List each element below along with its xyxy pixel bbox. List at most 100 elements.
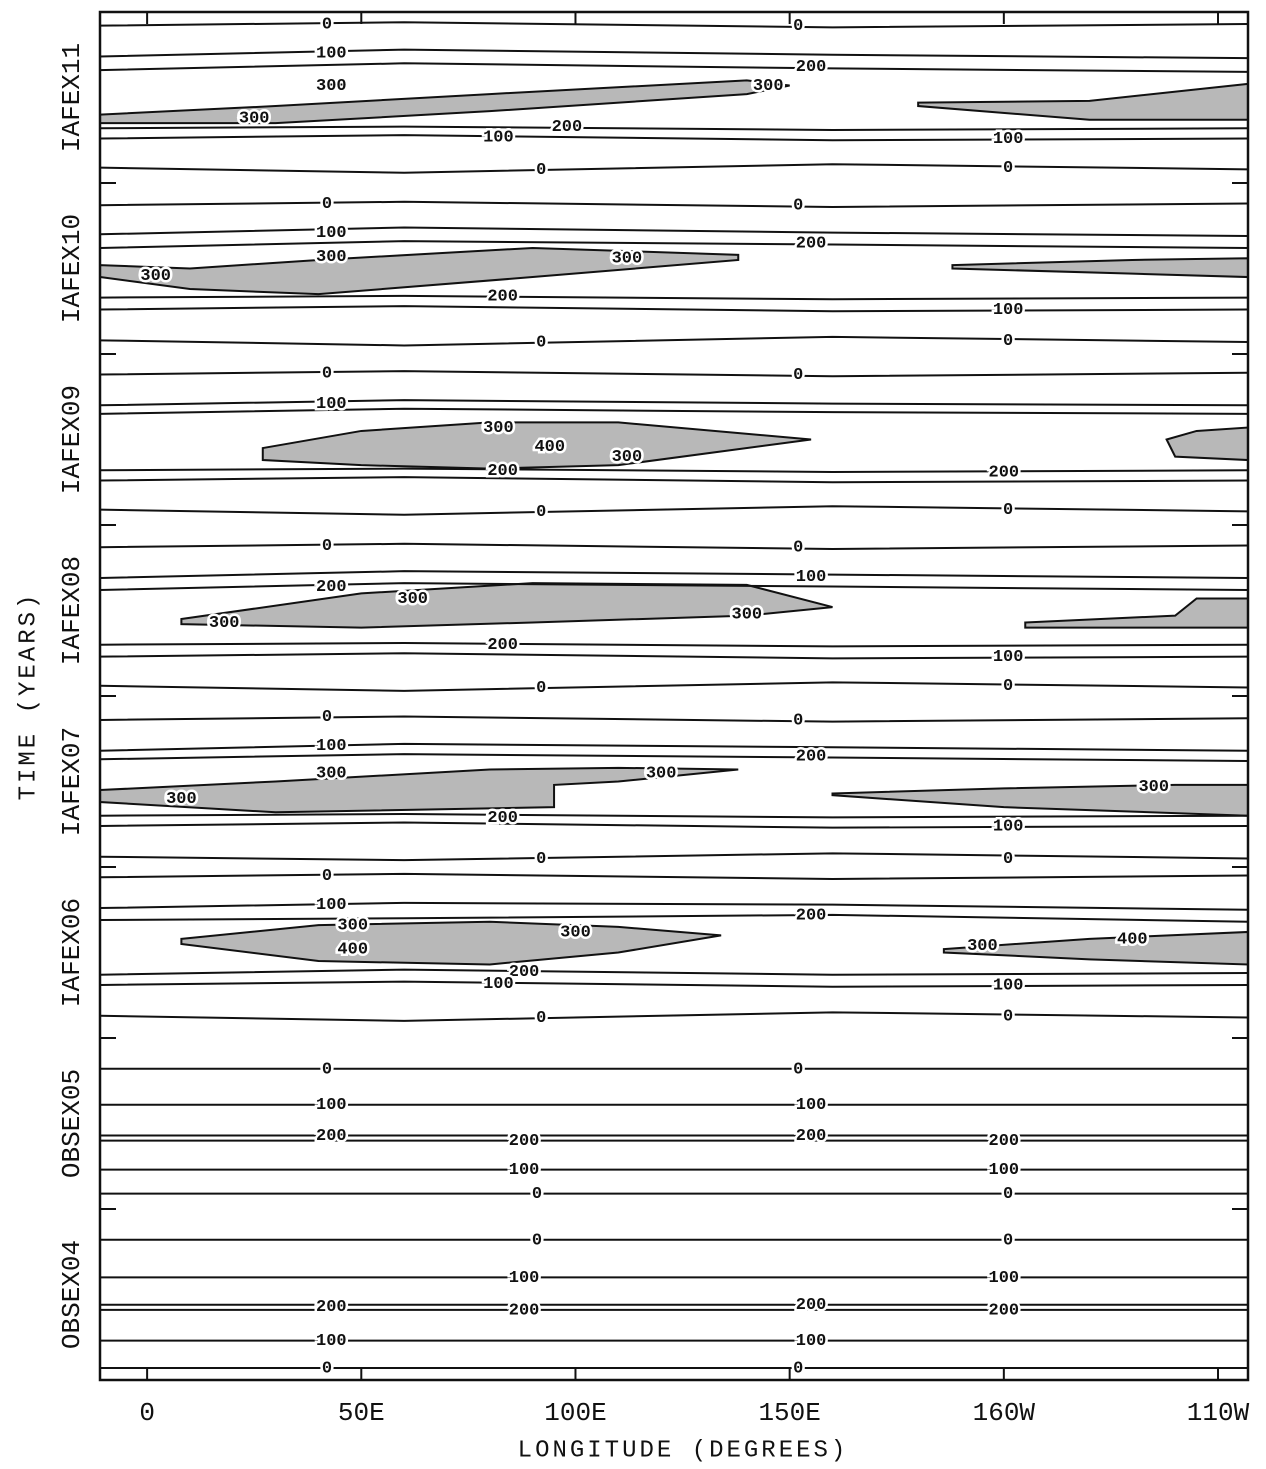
contour-label: 0 <box>793 711 803 730</box>
contour-label: 200 <box>796 58 827 77</box>
contour-line <box>99 134 1249 142</box>
contour-label: 0 <box>1003 159 1013 178</box>
contour-label: 200 <box>316 1127 347 1146</box>
contour-label: 100 <box>316 395 347 414</box>
contour-label: 0 <box>1003 677 1013 696</box>
contour-label: 0 <box>532 1185 542 1204</box>
contour-label: 300 <box>646 764 677 783</box>
contour-label: 200 <box>989 1301 1020 1320</box>
y-category-label: IAFEX07 <box>57 727 87 836</box>
contour-label: 100 <box>483 128 514 147</box>
contour-label: 400 <box>1117 930 1148 949</box>
y-category-label: IAFEX09 <box>57 385 87 494</box>
contour-label: 200 <box>316 578 347 597</box>
contour-label: 0 <box>1003 501 1013 520</box>
contour-label: 0 <box>1003 332 1013 351</box>
contour-line <box>99 715 1249 723</box>
contour-label: 200 <box>316 1298 347 1317</box>
contour-line <box>99 742 1249 752</box>
y-axis-title: TIME (YEARS) <box>15 592 42 801</box>
contour-label: 200 <box>487 809 518 828</box>
contour-label: 100 <box>796 1332 827 1351</box>
contour-label: 0 <box>322 15 332 34</box>
contour-label: 0 <box>536 503 546 522</box>
contour-label: 0 <box>322 708 332 727</box>
contour-label: 0 <box>536 161 546 180</box>
contour-line <box>99 570 1249 580</box>
y-category-label: OBSEX05 <box>57 1069 87 1178</box>
contour-label: 100 <box>989 1269 1020 1288</box>
x-axis-title: LONGITUDE (DEGREES) <box>518 1437 849 1464</box>
shaded-region <box>261 421 812 470</box>
contour-label: 0 <box>536 850 546 869</box>
contour-line <box>99 335 1249 347</box>
x-tick-label: 50E <box>338 1398 385 1428</box>
contour-label: 0 <box>536 679 546 698</box>
contour-label: 200 <box>487 462 518 481</box>
contour-line <box>99 467 1249 473</box>
contour-label: 0 <box>322 195 332 214</box>
contour-label: 300 <box>316 77 347 96</box>
contour-label: 200 <box>796 1127 827 1146</box>
contour-label: 300 <box>483 419 514 438</box>
contour-line <box>99 1011 1249 1022</box>
contour-label: 100 <box>993 648 1024 667</box>
contour-line <box>99 913 1249 923</box>
y-category-label: IAFEX06 <box>57 898 87 1007</box>
contour-label: 300 <box>732 605 763 624</box>
contour-line <box>99 821 1249 829</box>
contour-line <box>99 200 1249 208</box>
contour-label: 0 <box>1003 1231 1013 1250</box>
contour-line <box>99 968 1249 976</box>
contour-line <box>99 681 1249 692</box>
contour-label: 300 <box>397 590 428 609</box>
contour-line <box>99 399 1249 407</box>
shaded-region <box>180 920 722 966</box>
contour-label: 200 <box>796 747 827 766</box>
contour-label: 100 <box>993 817 1024 836</box>
contour-label: 0 <box>793 197 803 216</box>
shaded-region <box>917 82 1249 121</box>
contour-label: 300 <box>140 267 171 286</box>
contour-label: 200 <box>509 963 540 982</box>
contour-label: 0 <box>322 867 332 886</box>
plot-frame <box>98 10 1250 1382</box>
contour-label: 0 <box>536 334 546 353</box>
contour-line <box>99 240 1249 249</box>
contour-label: 300 <box>209 614 240 633</box>
contour-label: 100 <box>989 1161 1020 1180</box>
shaded-region <box>1024 597 1249 629</box>
contour-label: 0 <box>793 539 803 558</box>
contour-label: 200 <box>796 906 827 925</box>
contour-label: 0 <box>322 1060 332 1079</box>
y-category-label: IAFEX08 <box>57 556 87 665</box>
contour-label: 0 <box>793 1060 803 1079</box>
contour-label: 100 <box>993 130 1024 149</box>
contour-label: 300 <box>166 790 197 809</box>
contour-label: 100 <box>796 1096 827 1115</box>
contour-label: 0 <box>1003 1185 1013 1204</box>
contour-label: 100 <box>509 1269 540 1288</box>
contour-label: 0 <box>322 364 332 383</box>
contour-line <box>99 370 1249 378</box>
contour-label: 0 <box>322 537 332 556</box>
contour-label: 0 <box>793 366 803 385</box>
contour-line <box>99 542 1249 550</box>
shaded-region <box>951 257 1249 279</box>
contour-label: 100 <box>483 975 514 994</box>
contour-label: 100 <box>316 896 347 915</box>
contour-label: 300 <box>967 937 998 956</box>
contour-label: 200 <box>487 636 518 655</box>
shaded-region <box>99 79 790 125</box>
contour-label: 100 <box>509 1161 540 1180</box>
contour-label: 0 <box>532 1231 542 1250</box>
contour-label: 100 <box>316 224 347 243</box>
x-tick-label: 110W <box>1187 1398 1250 1428</box>
contour-label: 100 <box>993 976 1024 995</box>
contour-line <box>99 407 1249 415</box>
contour-label: 200 <box>796 1296 827 1315</box>
contour-label: 200 <box>552 118 583 137</box>
contour-line <box>99 476 1249 484</box>
contour-line <box>99 652 1249 660</box>
contour-label: 300 <box>1138 778 1169 797</box>
